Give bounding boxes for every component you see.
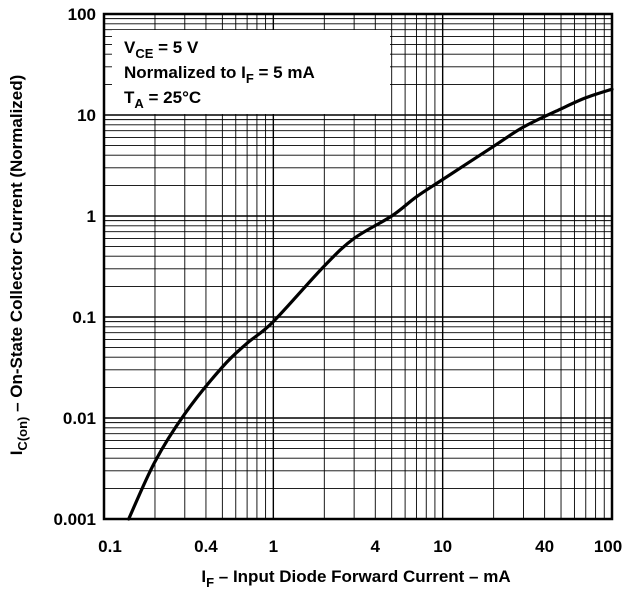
y-tick-label: 0.001 xyxy=(53,510,96,529)
plot-frame xyxy=(102,12,614,521)
x-tick-label: 1 xyxy=(269,537,278,556)
annotation-temperature: TA = 25°C xyxy=(124,88,201,111)
y-tick-label: 100 xyxy=(68,5,96,24)
curve-layer xyxy=(127,87,614,521)
y-tick-labels: 0.001 0.01 0.1 1 10 100 xyxy=(53,5,96,529)
annotation-background xyxy=(112,30,390,114)
y-tick-label: 0.01 xyxy=(63,409,96,428)
annotation-normalized: Normalized to IF = 5 mA xyxy=(124,63,315,86)
y-tick-label: 0.1 xyxy=(72,308,96,327)
y-tick-label: 1 xyxy=(87,207,96,226)
x-tick-labels: 0.1 0.4 1 4 10 40 100 xyxy=(98,537,622,556)
x-tick-label: 100 xyxy=(594,537,622,556)
x-tick-label: 0.1 xyxy=(98,537,122,556)
annotation-box: VCE = 5 V Normalized to IF = 5 mA TA = 2… xyxy=(112,30,390,114)
annotation-vce: VCE = 5 V xyxy=(124,38,199,61)
x-tick-label: 0.4 xyxy=(194,537,218,556)
series-line xyxy=(127,87,614,521)
y-axis-label: IC(on) – On-State Collector Current (Nor… xyxy=(7,75,30,456)
y-tick-label: 10 xyxy=(77,106,96,125)
x-tick-label: 4 xyxy=(371,537,381,556)
x-axis-label: IF – Input Diode Forward Current – mA xyxy=(201,567,510,589)
x-tick-label: 10 xyxy=(433,537,452,556)
x-tick-label: 40 xyxy=(535,537,554,556)
